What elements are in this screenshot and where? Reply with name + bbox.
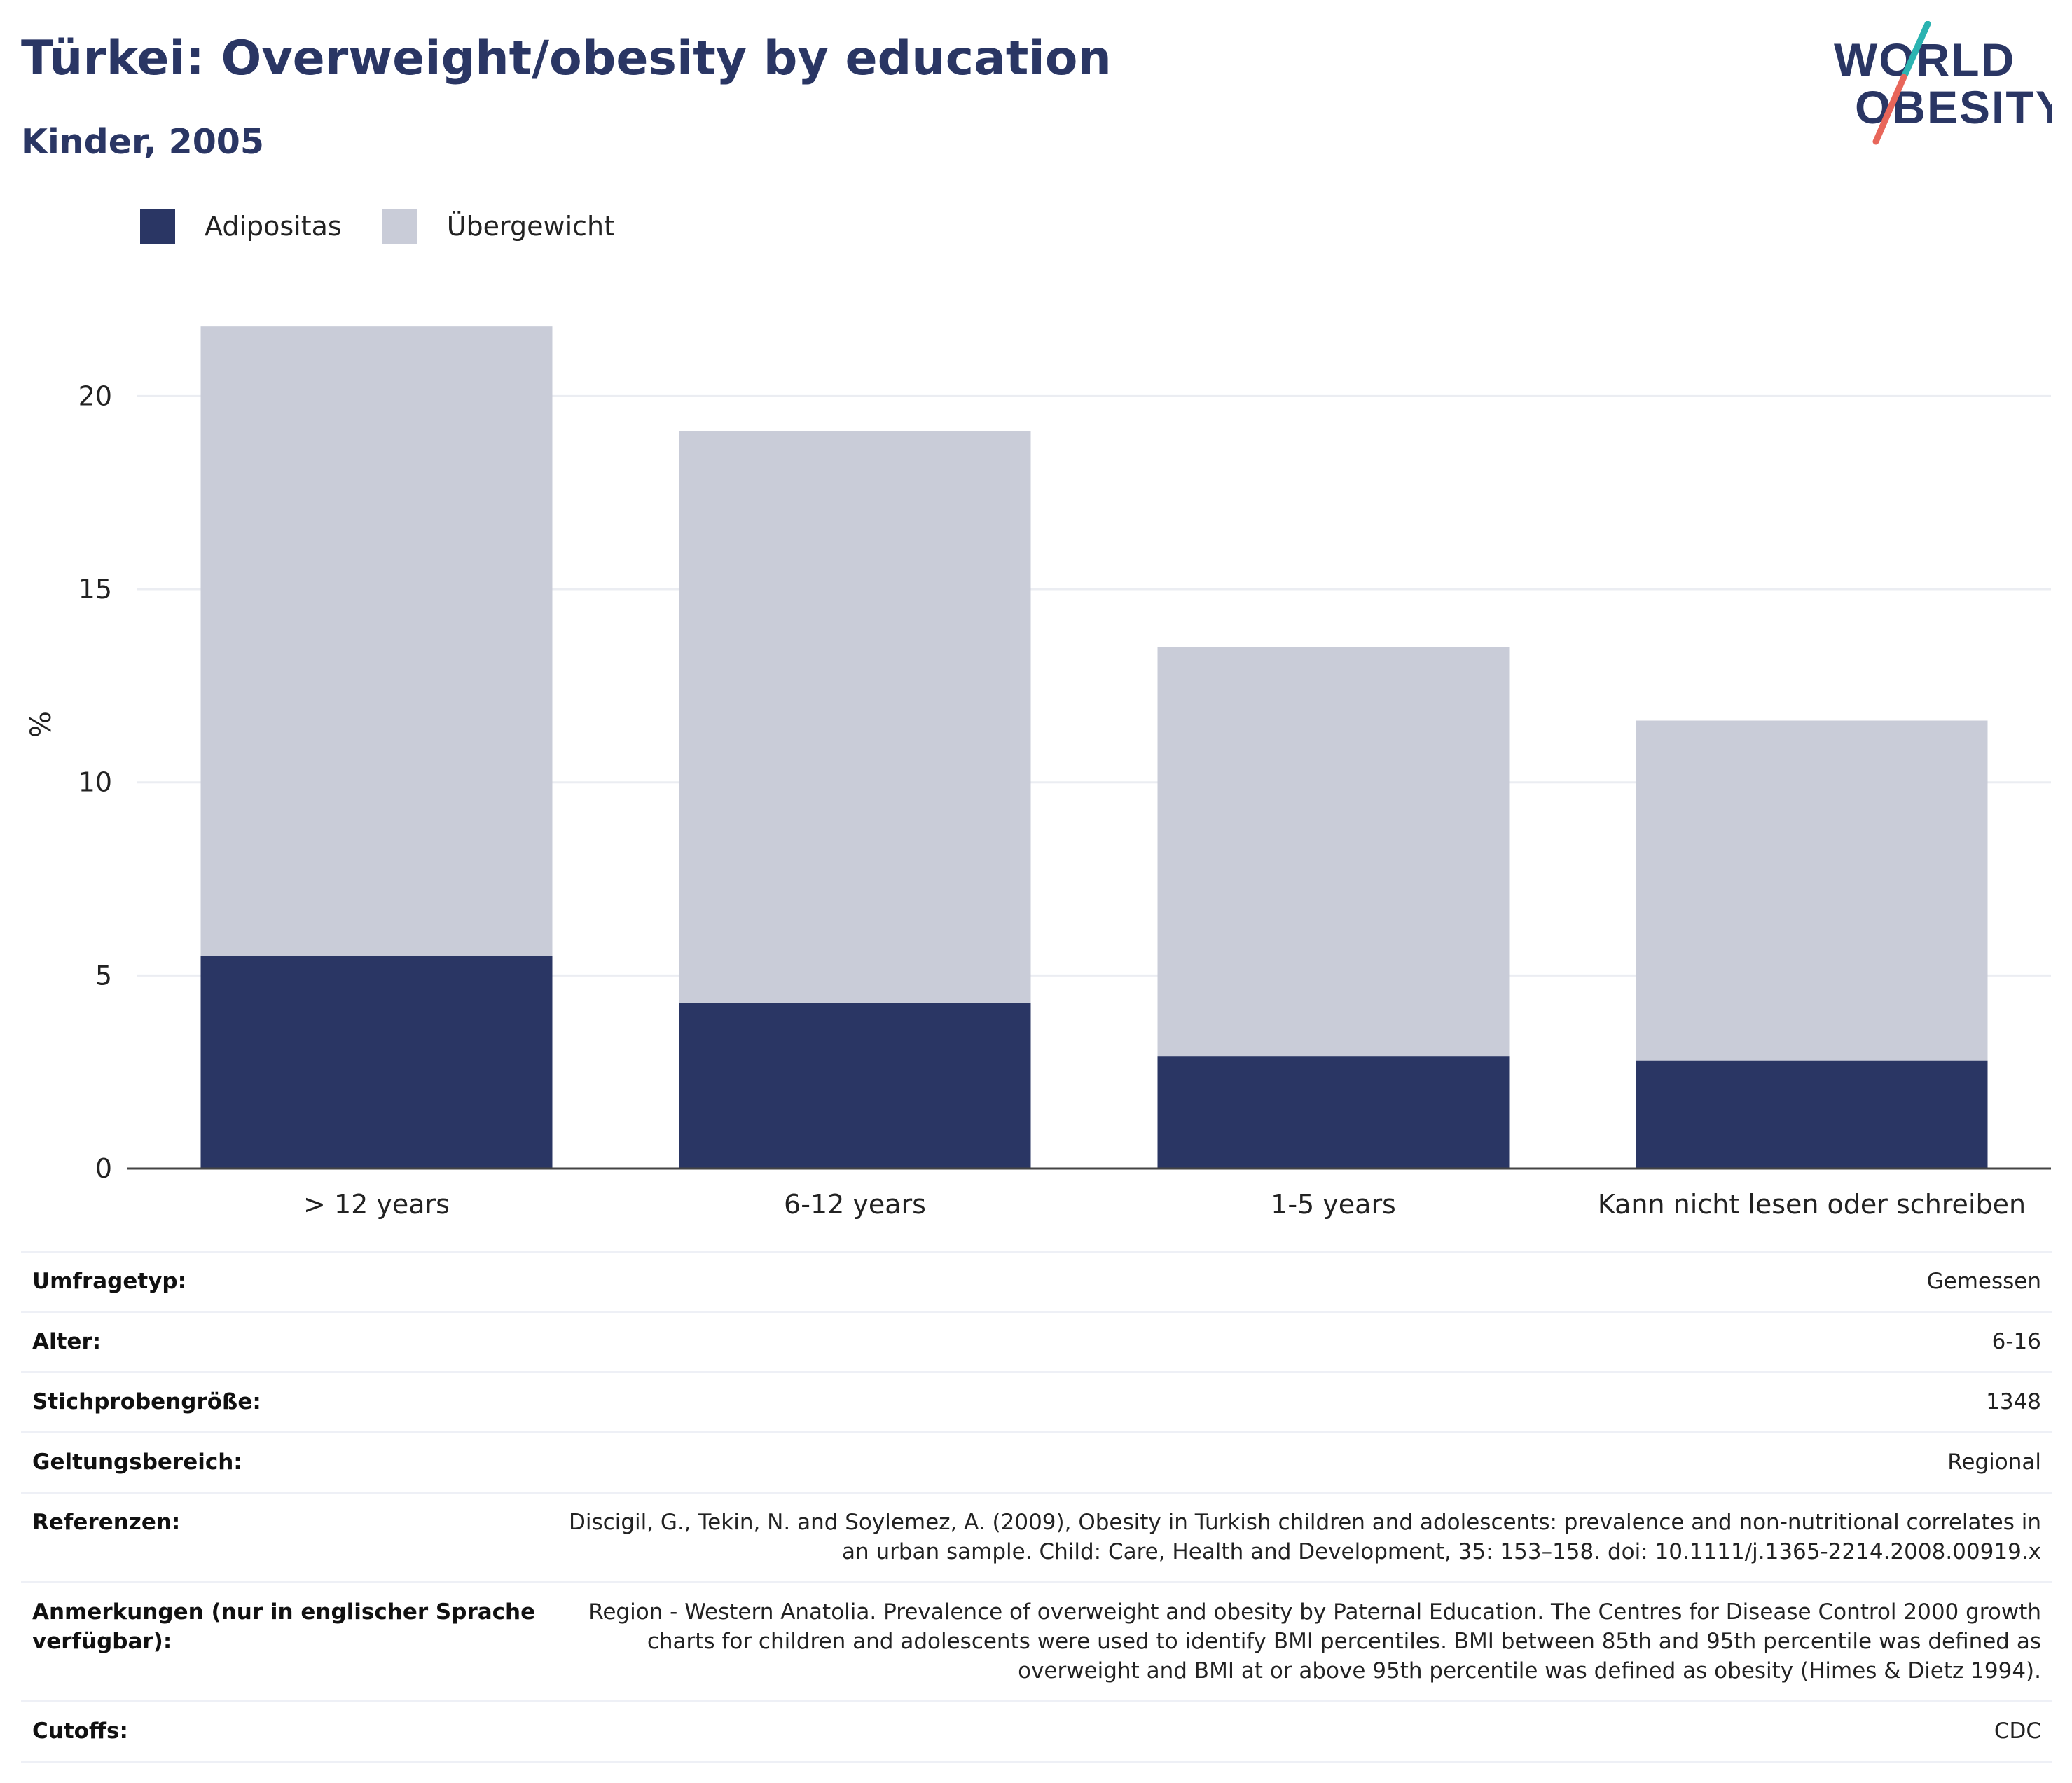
legend-item-uebergewicht[interactable]: Übergewicht [382, 209, 614, 244]
bar-segment-uebergewicht[interactable] [1157, 647, 1510, 1057]
details-row: Anmerkungen (nur in englischer Sprache v… [21, 1581, 2052, 1700]
bar-segment-adipositas[interactable] [1636, 1060, 1988, 1169]
details-value: Gemessen [1926, 1269, 2041, 1294]
legend-item-adipositas[interactable]: Adipositas [140, 209, 342, 244]
details-value: Discigil, G., Tekin, N. and Soylemez, A.… [569, 1510, 2041, 1564]
bar-segment-uebergewicht[interactable] [200, 326, 553, 956]
details-label: Geltungsbereich: [32, 1450, 242, 1475]
logo-text-world: WORLD [1834, 34, 2015, 85]
logo-slash-teal [1900, 21, 1931, 81]
details-value: Region - Western Anatolia. Prevalence of… [588, 1599, 2041, 1684]
details-label: Cutoffs: [32, 1719, 128, 1744]
survey-details-table: Umfragetyp: Gemessen Alter: 6-16 Stichproben… [21, 1251, 2052, 1763]
bar-segment-adipositas[interactable] [1157, 1056, 1510, 1169]
x-tick-label: > 12 years [303, 1189, 450, 1219]
chart-subtitle: Kinder, 2005 [21, 122, 264, 162]
details-label: Alter: [32, 1329, 102, 1354]
chart-legend: Adipositas Übergewicht [140, 207, 655, 245]
y-tick-label: 20 [78, 380, 112, 411]
details-row: Stichprobengröße: 1348 [21, 1371, 2052, 1431]
chart-title: Türkei: Overweight/obesity by education [21, 31, 1112, 86]
details-value: 6-16 [1991, 1329, 2041, 1354]
details-row: Umfragetyp: Gemessen [21, 1251, 2052, 1311]
bar-segment-adipositas[interactable] [679, 1002, 1031, 1169]
legend-label-adipositas: Adipositas [205, 211, 342, 242]
details-label: Referenzen: [32, 1510, 181, 1535]
bar-segment-uebergewicht[interactable] [1636, 720, 1988, 1061]
details-row: Referenzen: Discigil, G., Tekin, N. and S… [21, 1492, 2052, 1581]
legend-swatch-adipositas [140, 209, 175, 244]
y-tick-label: 5 [95, 960, 112, 991]
y-tick-label: 0 [95, 1153, 112, 1184]
details-label: Stichprobengröße: [32, 1389, 261, 1414]
details-row: Cutoffs: CDC [21, 1700, 2052, 1763]
legend-swatch-uebergewicht [382, 209, 417, 244]
bar-segment-adipositas[interactable] [200, 956, 553, 1169]
x-tick-label: Kann nicht lesen oder schreiben [1598, 1189, 2026, 1219]
x-tick-label: 1-5 years [1271, 1189, 1396, 1219]
y-tick-label: 15 [78, 574, 112, 605]
details-label: Umfragetyp: [32, 1269, 186, 1294]
stacked-bar-chart: 0 5 10 15 20% > 12 years 6-12 years 1-5 years Ka… [25, 326, 2051, 1219]
details-row: Geltungsbereich: Regional [21, 1431, 2052, 1492]
details-value: Regional [1947, 1450, 2041, 1475]
legend-label-uebergewicht: Übergewicht [446, 211, 614, 242]
details-label: Anmerkungen (nur in englischer Sprache v… [32, 1599, 536, 1654]
logo-slash-coral [1872, 74, 1907, 145]
details-value: 1348 [1986, 1389, 2041, 1414]
x-tick-label: 6-12 years [784, 1189, 926, 1219]
world-obesity-logo: WORLD OBESITY [1834, 21, 2052, 145]
details-value: CDC [1994, 1719, 2041, 1744]
details-row: Alter: 6-16 [21, 1311, 2052, 1371]
bar-segment-uebergewicht[interactable] [679, 431, 1031, 1003]
y-axis-label: % [25, 711, 57, 738]
y-tick-label: 10 [78, 767, 112, 798]
